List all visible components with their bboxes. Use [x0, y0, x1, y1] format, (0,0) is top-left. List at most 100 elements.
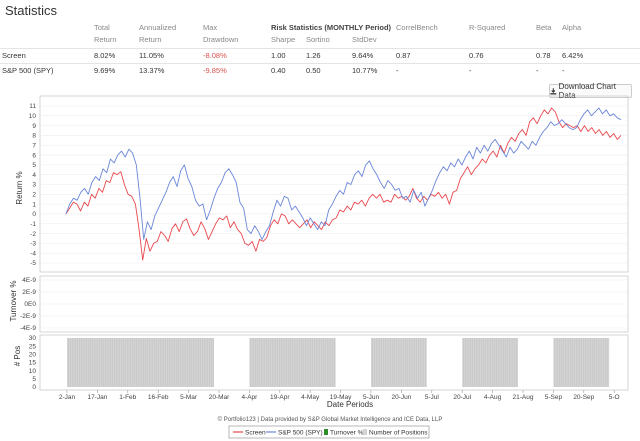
spy-series-line [65, 107, 622, 240]
return-y-tick: 10 [29, 113, 37, 120]
cell-rsq: - [467, 63, 534, 78]
cell-annualized-return: 11.05% [137, 48, 201, 64]
col-header-total-return: Total [94, 23, 110, 32]
x-tick-label: 19-May [330, 394, 352, 401]
screen-series-line [65, 107, 622, 261]
turnover-y-tick: -4E-9 [20, 325, 36, 332]
x-tick-label: 2-Jan [59, 394, 76, 401]
x-tick-label: 5-O [609, 394, 620, 401]
return-y-tick: 8 [32, 133, 36, 140]
positions-y-tick: 5 [32, 376, 36, 383]
cell-beta: - [534, 63, 560, 78]
col-header-sortino: Sortino [306, 35, 330, 44]
return-y-tick: 0 [32, 211, 36, 218]
cell-sortino: 1.26 [304, 48, 350, 64]
return-y-tick: -1 [30, 221, 36, 228]
legend-turnover-swatch [324, 429, 328, 435]
return-y-tick: 3 [32, 182, 36, 189]
positions-y-tick: 0 [32, 384, 36, 391]
x-tick-label: 21-Aug [513, 394, 534, 401]
cell-sortino: 0.50 [304, 63, 350, 78]
legend-screen-label[interactable]: Screen [245, 430, 266, 437]
x-tick-label: 20-Jul [453, 394, 471, 401]
return-y-tick: -3 [30, 241, 36, 248]
download-chart-data-button[interactable]: Download Chart Data [549, 82, 632, 100]
turnover-y-tick: 2E-9 [22, 289, 36, 296]
x-tick-label: 4-Aug [484, 394, 502, 401]
download-button-label: Download Chart Data [558, 82, 616, 100]
x-tick-label: 5-Mar [180, 394, 198, 401]
return-y-tick: 1 [32, 201, 36, 208]
cell-total-return: 8.02% [92, 48, 137, 64]
positions-y-tick: 15 [29, 360, 37, 367]
x-tick-label: 5-Jun [363, 394, 380, 401]
return-y-tick: -4 [30, 250, 36, 257]
col-header-stddev: StdDev [352, 35, 377, 44]
cell-max-drawdown: -9.85% [201, 63, 269, 78]
cell-alpha: 6.42% [560, 48, 640, 64]
x-tick-label: 20-Jun [391, 394, 411, 401]
turnover-axis-title: Turnover % [9, 280, 18, 321]
col-header-beta: Beta [536, 23, 552, 32]
positions-y-tick: 10 [29, 368, 37, 375]
cell-correl: 0.87 [394, 48, 467, 64]
return-y-tick: 6 [32, 152, 36, 159]
return-y-tick: 2 [32, 192, 36, 199]
x-axis-title: Date Periods [327, 400, 373, 409]
cell-beta: 0.78 [534, 48, 560, 64]
return-axis-title: Return % [15, 171, 24, 204]
table-row: Screen 8.02% 11.05% -8.08% 1.00 1.26 9.6… [0, 48, 640, 64]
statistics-table: Total Annualized Max Risk Statistics (MO… [0, 22, 640, 78]
x-tick-label: 4-May [301, 394, 320, 401]
positions-bar-segment [67, 338, 214, 387]
table-row: S&P 500 (SPY) 9.69% 13.37% -9.85% 0.40 0… [0, 63, 640, 78]
col-header-max-drawdown-2: Drawdown [203, 35, 239, 44]
cell-stddev: 9.64% [350, 48, 394, 64]
cell-annualized-return: 13.37% [137, 63, 201, 78]
cell-sharpe: 0.40 [269, 63, 304, 78]
x-tick-label: 4-Apr [241, 394, 258, 401]
return-y-tick: 7 [32, 142, 36, 149]
col-header-annualized-return-2: Return [139, 35, 162, 44]
return-y-tick: -2 [30, 231, 36, 238]
cell-max-drawdown: -8.08% [201, 48, 269, 64]
turnover-y-tick: -2E-9 [20, 313, 36, 320]
legend-turnover-label[interactable]: Turnover % [330, 430, 364, 437]
col-header-rsq: R-Squared [469, 23, 506, 32]
row-name: S&P 500 (SPY) [0, 63, 92, 78]
legend-positions-label[interactable]: Number of Positions [369, 430, 428, 437]
legend-positions-swatch [363, 429, 367, 435]
positions-y-tick: 30 [29, 335, 37, 342]
x-tick-label: 5-Jul [425, 394, 440, 401]
col-header-alpha: Alpha [562, 23, 582, 32]
col-header-risk-group: Risk Statistics (MONTHLY Period) [271, 23, 392, 32]
turnover-y-tick: 4E-9 [22, 277, 36, 284]
x-tick-label: 1-Feb [119, 394, 136, 401]
x-tick-label: 19-Apr [270, 394, 290, 401]
page-title: Statistics [5, 3, 58, 18]
return-y-tick: 11 [29, 103, 36, 110]
cell-rsq: 0.76 [467, 48, 534, 64]
col-header-sharpe: Sharpe [271, 35, 296, 44]
row-name: Screen [0, 48, 92, 64]
x-tick-label: 5-Sep [545, 394, 563, 401]
positions-axis-title: # Pos [13, 346, 22, 366]
return-panel [39, 95, 629, 273]
x-tick-label: 20-Sep [573, 394, 594, 401]
turnover-y-tick: 0E0 [24, 301, 36, 308]
footer-credit: © Portfolio123 | Data provided by S&P Gl… [218, 416, 443, 423]
positions-y-tick: 25 [29, 343, 37, 350]
x-tick-label: 16-Feb [148, 394, 169, 401]
download-icon [550, 87, 557, 94]
col-header-annualized-return: Annualized [139, 23, 177, 32]
return-y-tick: -5 [30, 260, 36, 267]
col-header-total-return-2: Return [94, 35, 117, 44]
legend-spy-label[interactable]: S&P 500 (SPY) [278, 430, 323, 437]
col-header-max-drawdown: Max [203, 23, 218, 32]
return-y-tick: 5 [32, 162, 36, 169]
x-tick-label: 20-Mar [209, 394, 230, 401]
x-tick-label: 17-Jan [87, 394, 107, 401]
cell-sharpe: 1.00 [269, 48, 304, 64]
cell-alpha: - [560, 63, 640, 78]
